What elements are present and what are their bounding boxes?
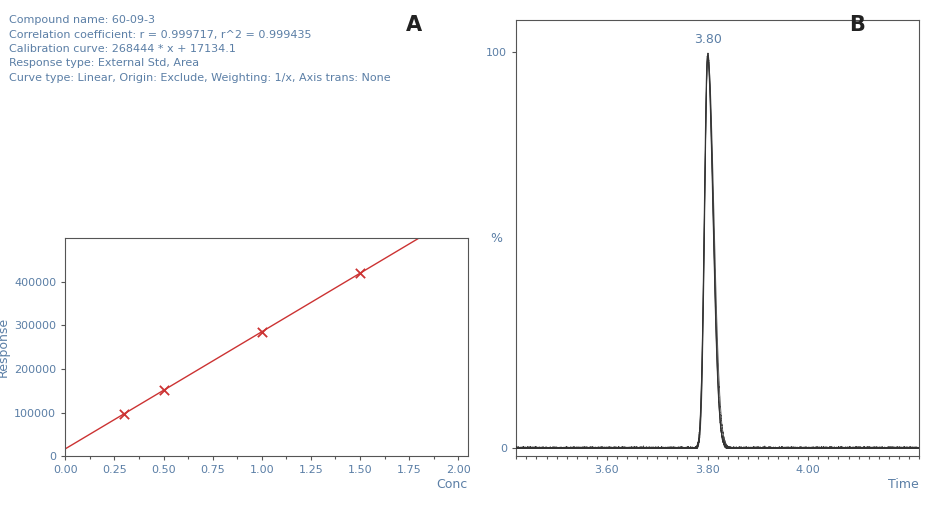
Text: B: B (849, 15, 865, 35)
Y-axis label: %: % (490, 232, 502, 245)
Text: A: A (406, 15, 422, 35)
Point (117, 410, 132, 418)
Point (451, 211, 466, 219)
Text: 3.80: 3.80 (693, 33, 721, 46)
Y-axis label: Response: Response (0, 317, 10, 377)
Point (255, 328, 270, 336)
Text: Compound name: 60-09-3
Correlation coefficient: r = 0.999717, r^2 = 0.999435
Cal: Compound name: 60-09-3 Correlation coeff… (9, 15, 391, 83)
X-axis label: Conc: Conc (437, 478, 468, 491)
X-axis label: Time: Time (888, 478, 919, 491)
Point (353, 269, 368, 277)
Point (156, 386, 171, 394)
